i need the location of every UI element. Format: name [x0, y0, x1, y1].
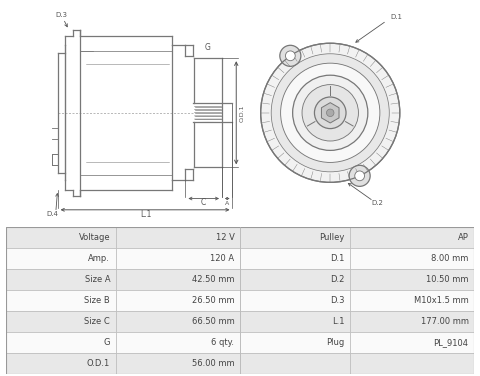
Text: 8.00 mm: 8.00 mm	[431, 255, 468, 264]
Bar	[350, 269, 474, 290]
Bar	[116, 290, 240, 311]
Bar	[350, 227, 474, 249]
Text: 120 A: 120 A	[210, 255, 234, 264]
Bar	[6, 249, 116, 269]
Bar	[116, 227, 240, 249]
Bar	[6, 311, 116, 332]
Text: PL_9104: PL_9104	[433, 338, 468, 347]
Bar	[350, 332, 474, 353]
Bar	[116, 332, 240, 353]
Text: C: C	[201, 198, 206, 207]
Text: Voltage: Voltage	[79, 233, 110, 243]
Bar	[240, 227, 350, 249]
Circle shape	[355, 171, 364, 181]
Text: D.2: D.2	[330, 275, 345, 284]
Text: 56.00 mm: 56.00 mm	[192, 359, 234, 368]
Bar	[350, 353, 474, 374]
Text: D.1: D.1	[330, 255, 345, 264]
Text: Amp.: Amp.	[88, 255, 110, 264]
Text: L.1: L.1	[140, 209, 152, 218]
Text: 6 qty.: 6 qty.	[211, 338, 234, 347]
Bar	[350, 311, 474, 332]
Text: D.4: D.4	[47, 211, 58, 217]
Text: 26.50 mm: 26.50 mm	[192, 296, 234, 305]
Bar	[6, 290, 116, 311]
Text: 177.00 mm: 177.00 mm	[420, 317, 468, 326]
Text: D.1: D.1	[390, 14, 402, 20]
Bar	[6, 269, 116, 290]
Text: L.1: L.1	[332, 317, 345, 326]
Bar	[240, 269, 350, 290]
Polygon shape	[322, 103, 339, 123]
Circle shape	[286, 51, 295, 61]
Bar	[240, 332, 350, 353]
Text: D.3: D.3	[330, 296, 345, 305]
Text: M10x1.5 mm: M10x1.5 mm	[414, 296, 468, 305]
Circle shape	[280, 45, 301, 66]
Text: Pulley: Pulley	[319, 233, 345, 243]
Text: Plug: Plug	[326, 338, 345, 347]
Bar	[350, 290, 474, 311]
Bar	[240, 290, 350, 311]
Bar	[116, 353, 240, 374]
Text: 12 V: 12 V	[216, 233, 234, 243]
Text: D.3: D.3	[55, 12, 67, 18]
Bar	[116, 249, 240, 269]
Text: 42.50 mm: 42.50 mm	[192, 275, 234, 284]
Text: 10.50 mm: 10.50 mm	[426, 275, 468, 284]
Bar	[240, 311, 350, 332]
Text: G: G	[104, 338, 110, 347]
Bar	[116, 311, 240, 332]
Bar	[240, 249, 350, 269]
Text: O.D.1: O.D.1	[87, 359, 110, 368]
Bar	[6, 332, 116, 353]
Text: Size A: Size A	[84, 275, 110, 284]
Text: AP: AP	[458, 233, 468, 243]
Circle shape	[349, 165, 370, 186]
Text: 66.50 mm: 66.50 mm	[192, 317, 234, 326]
Bar	[6, 353, 116, 374]
Bar	[350, 249, 474, 269]
Text: O.D.1: O.D.1	[240, 104, 245, 121]
Circle shape	[326, 109, 334, 117]
Text: D.2: D.2	[372, 200, 384, 206]
Bar	[116, 269, 240, 290]
Circle shape	[293, 75, 368, 150]
Text: Size B: Size B	[84, 296, 110, 305]
Text: A: A	[225, 201, 229, 206]
Circle shape	[272, 54, 389, 171]
Bar	[6, 227, 116, 249]
Circle shape	[261, 43, 400, 182]
Text: G: G	[205, 43, 211, 52]
Circle shape	[302, 85, 359, 141]
Bar	[240, 353, 350, 374]
Text: Size C: Size C	[84, 317, 110, 326]
Circle shape	[314, 97, 346, 129]
Circle shape	[281, 63, 380, 162]
